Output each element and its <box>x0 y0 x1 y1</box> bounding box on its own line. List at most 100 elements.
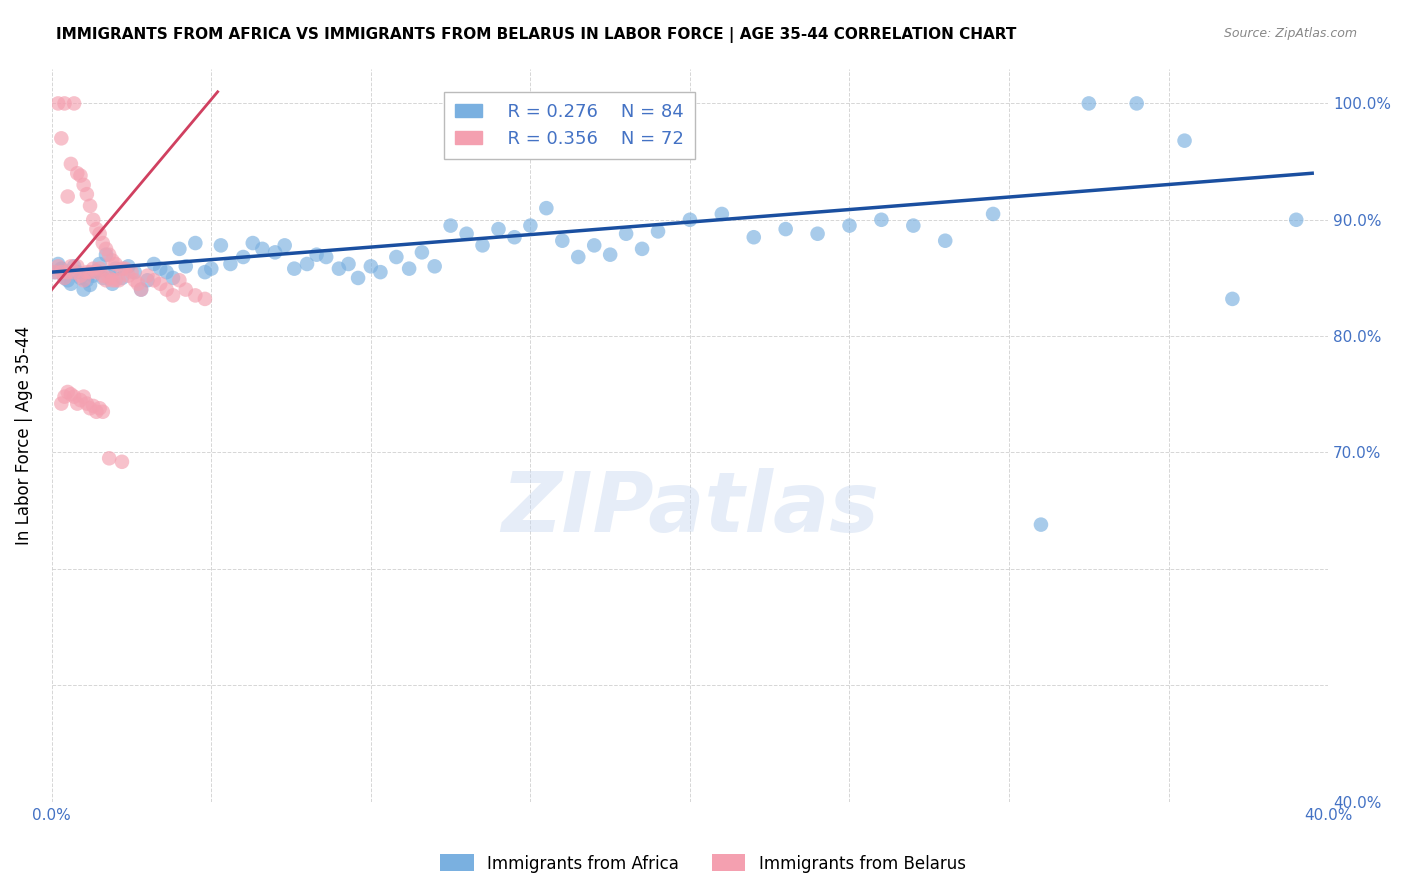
Point <box>73 178 96 192</box>
Point <box>162 271 184 285</box>
Point <box>94 242 117 256</box>
Point <box>86 265 108 279</box>
Point <box>519 219 541 233</box>
Point <box>59 387 82 401</box>
Point <box>398 261 420 276</box>
Point <box>806 227 828 241</box>
Point <box>86 264 108 278</box>
Point <box>347 271 370 285</box>
Point <box>184 288 207 302</box>
Point <box>870 212 893 227</box>
Point <box>56 189 79 203</box>
Point <box>328 261 350 276</box>
Point <box>101 253 124 268</box>
Point <box>567 250 589 264</box>
Point <box>111 261 134 276</box>
Point <box>385 250 408 264</box>
Point <box>94 248 117 262</box>
Point <box>1173 134 1195 148</box>
Point <box>44 265 66 279</box>
Point <box>423 260 446 274</box>
Point <box>710 207 733 221</box>
Point <box>79 277 101 292</box>
Point <box>66 260 89 274</box>
Point <box>89 401 111 416</box>
Point <box>104 261 127 276</box>
Point <box>63 260 86 274</box>
Point <box>981 207 1004 221</box>
Point <box>79 401 101 416</box>
Point <box>370 265 392 279</box>
Point <box>169 273 191 287</box>
Point <box>98 248 121 262</box>
Point <box>98 451 121 466</box>
Point <box>51 396 73 410</box>
Y-axis label: In Labor Force | Age 35-44: In Labor Force | Age 35-44 <box>15 326 32 545</box>
Point <box>471 238 494 252</box>
Point <box>242 235 264 250</box>
Point <box>439 219 461 233</box>
Point <box>742 230 765 244</box>
Point <box>209 238 232 252</box>
Point <box>86 405 108 419</box>
Point <box>305 248 328 262</box>
Point <box>184 235 207 250</box>
Point <box>111 271 134 285</box>
Point <box>89 227 111 241</box>
Point <box>73 283 96 297</box>
Point <box>66 396 89 410</box>
Point <box>53 271 76 285</box>
Point <box>79 199 101 213</box>
Point <box>647 224 669 238</box>
Point <box>107 273 129 287</box>
Point <box>127 277 149 291</box>
Point <box>599 248 621 262</box>
Point <box>59 157 82 171</box>
Point <box>69 271 91 285</box>
Point <box>53 271 76 285</box>
Point <box>283 261 305 276</box>
Point <box>488 222 510 236</box>
Text: IMMIGRANTS FROM AFRICA VS IMMIGRANTS FROM BELARUS IN LABOR FORCE | AGE 35-44 COR: IMMIGRANTS FROM AFRICA VS IMMIGRANTS FRO… <box>56 27 1017 43</box>
Text: Source: ZipAtlas.com: Source: ZipAtlas.com <box>1223 27 1357 40</box>
Point <box>295 257 318 271</box>
Point <box>775 222 797 236</box>
Point <box>536 201 558 215</box>
Point <box>101 273 124 287</box>
Point <box>98 271 121 285</box>
Point <box>76 187 98 202</box>
Point <box>174 260 197 274</box>
Point <box>142 273 165 287</box>
Point <box>273 238 295 252</box>
Point <box>56 384 79 399</box>
Point <box>76 265 98 279</box>
Point <box>56 273 79 287</box>
Point <box>59 260 82 274</box>
Point <box>82 268 104 283</box>
Point <box>82 261 104 276</box>
Point <box>66 166 89 180</box>
Point <box>156 283 179 297</box>
Point <box>63 96 86 111</box>
Point <box>124 273 146 287</box>
Point <box>46 96 69 111</box>
Point <box>149 277 172 291</box>
Point <box>104 257 127 271</box>
Point <box>111 455 134 469</box>
Point <box>114 261 136 276</box>
Point <box>69 268 91 283</box>
Point <box>46 260 69 274</box>
Point <box>46 257 69 271</box>
Point <box>232 250 254 264</box>
Point <box>91 235 114 250</box>
Point <box>44 265 66 279</box>
Point <box>76 396 98 410</box>
Point <box>89 261 111 276</box>
Point <box>142 257 165 271</box>
Point <box>169 242 191 256</box>
Point <box>838 219 860 233</box>
Legend:   R = 0.276    N = 84,   R = 0.356    N = 72: R = 0.276 N = 84, R = 0.356 N = 72 <box>444 92 695 159</box>
Point <box>411 245 433 260</box>
Text: ZIPatlas: ZIPatlas <box>501 467 879 549</box>
Point <box>503 230 526 244</box>
